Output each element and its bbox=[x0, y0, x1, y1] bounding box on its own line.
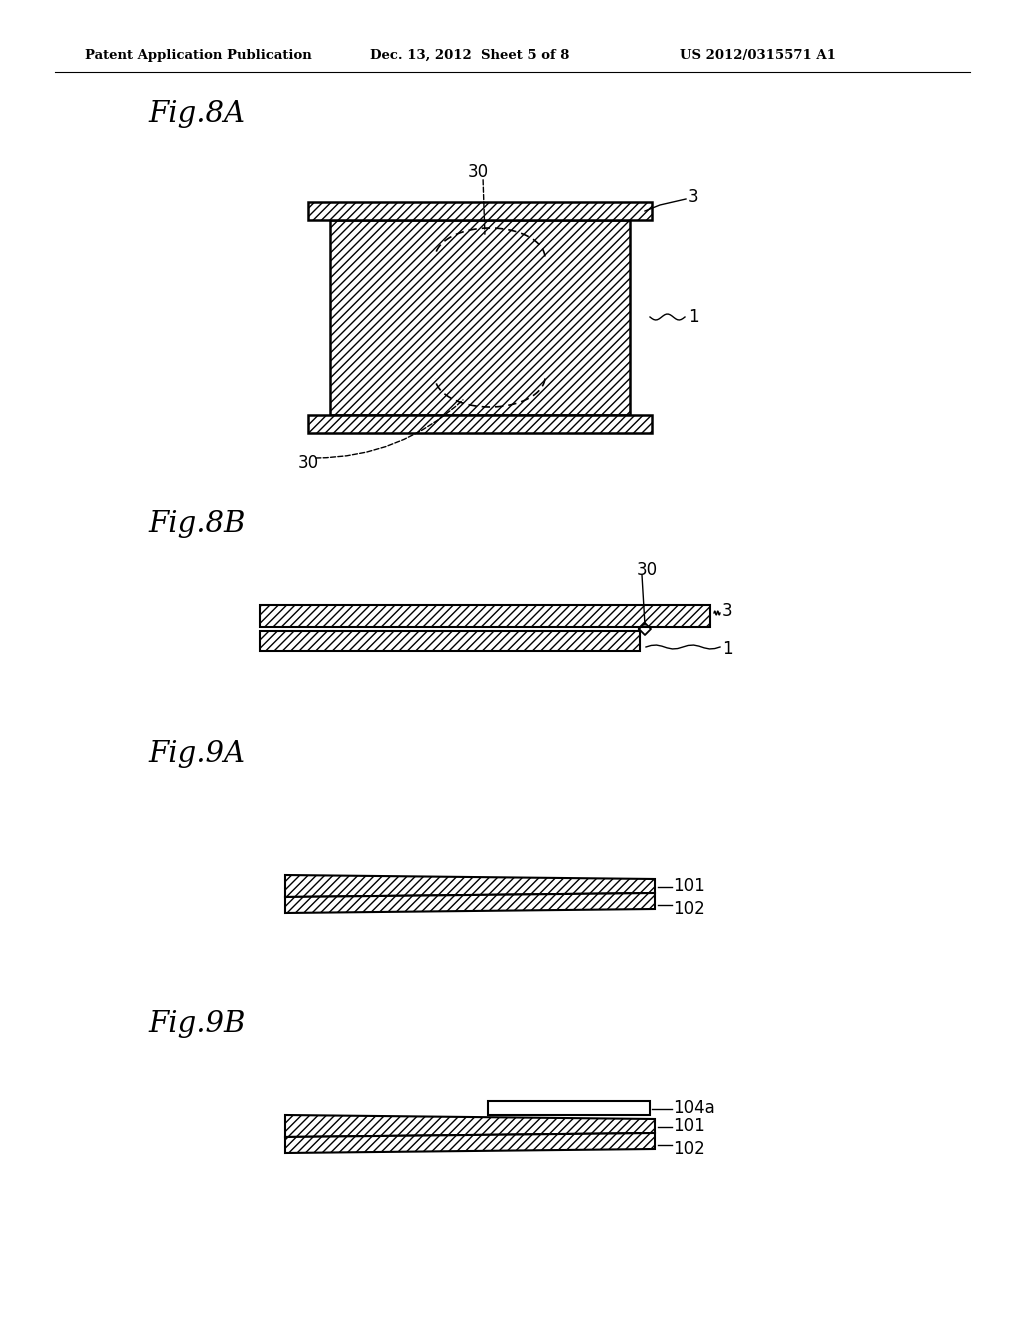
Text: Fig.9B: Fig.9B bbox=[148, 1010, 246, 1038]
Text: 1: 1 bbox=[688, 308, 698, 326]
Text: Dec. 13, 2012  Sheet 5 of 8: Dec. 13, 2012 Sheet 5 of 8 bbox=[370, 49, 569, 62]
Bar bbox=[260, 631, 640, 651]
Polygon shape bbox=[285, 1133, 655, 1152]
Polygon shape bbox=[285, 894, 655, 913]
Text: 1: 1 bbox=[722, 640, 732, 657]
Text: 30: 30 bbox=[468, 162, 489, 181]
Bar bbox=[308, 202, 652, 220]
Text: Fig.8A: Fig.8A bbox=[148, 100, 245, 128]
Text: 3: 3 bbox=[722, 602, 732, 620]
Text: Patent Application Publication: Patent Application Publication bbox=[85, 49, 311, 62]
Polygon shape bbox=[285, 1115, 655, 1137]
Text: Fig.9A: Fig.9A bbox=[148, 741, 245, 768]
Text: 101: 101 bbox=[673, 1117, 705, 1135]
Text: 104a: 104a bbox=[673, 1100, 715, 1117]
Bar bbox=[488, 1101, 650, 1115]
Text: 3: 3 bbox=[688, 187, 698, 206]
Bar bbox=[260, 605, 710, 627]
Text: Fig.8B: Fig.8B bbox=[148, 510, 246, 539]
Text: 102: 102 bbox=[673, 1140, 705, 1158]
Text: 101: 101 bbox=[673, 876, 705, 895]
Text: 30: 30 bbox=[298, 454, 319, 473]
Text: 30: 30 bbox=[637, 561, 658, 579]
Text: US 2012/0315571 A1: US 2012/0315571 A1 bbox=[680, 49, 836, 62]
Polygon shape bbox=[285, 875, 655, 898]
Bar bbox=[308, 414, 652, 433]
Bar bbox=[330, 220, 630, 414]
Text: 102: 102 bbox=[673, 900, 705, 917]
